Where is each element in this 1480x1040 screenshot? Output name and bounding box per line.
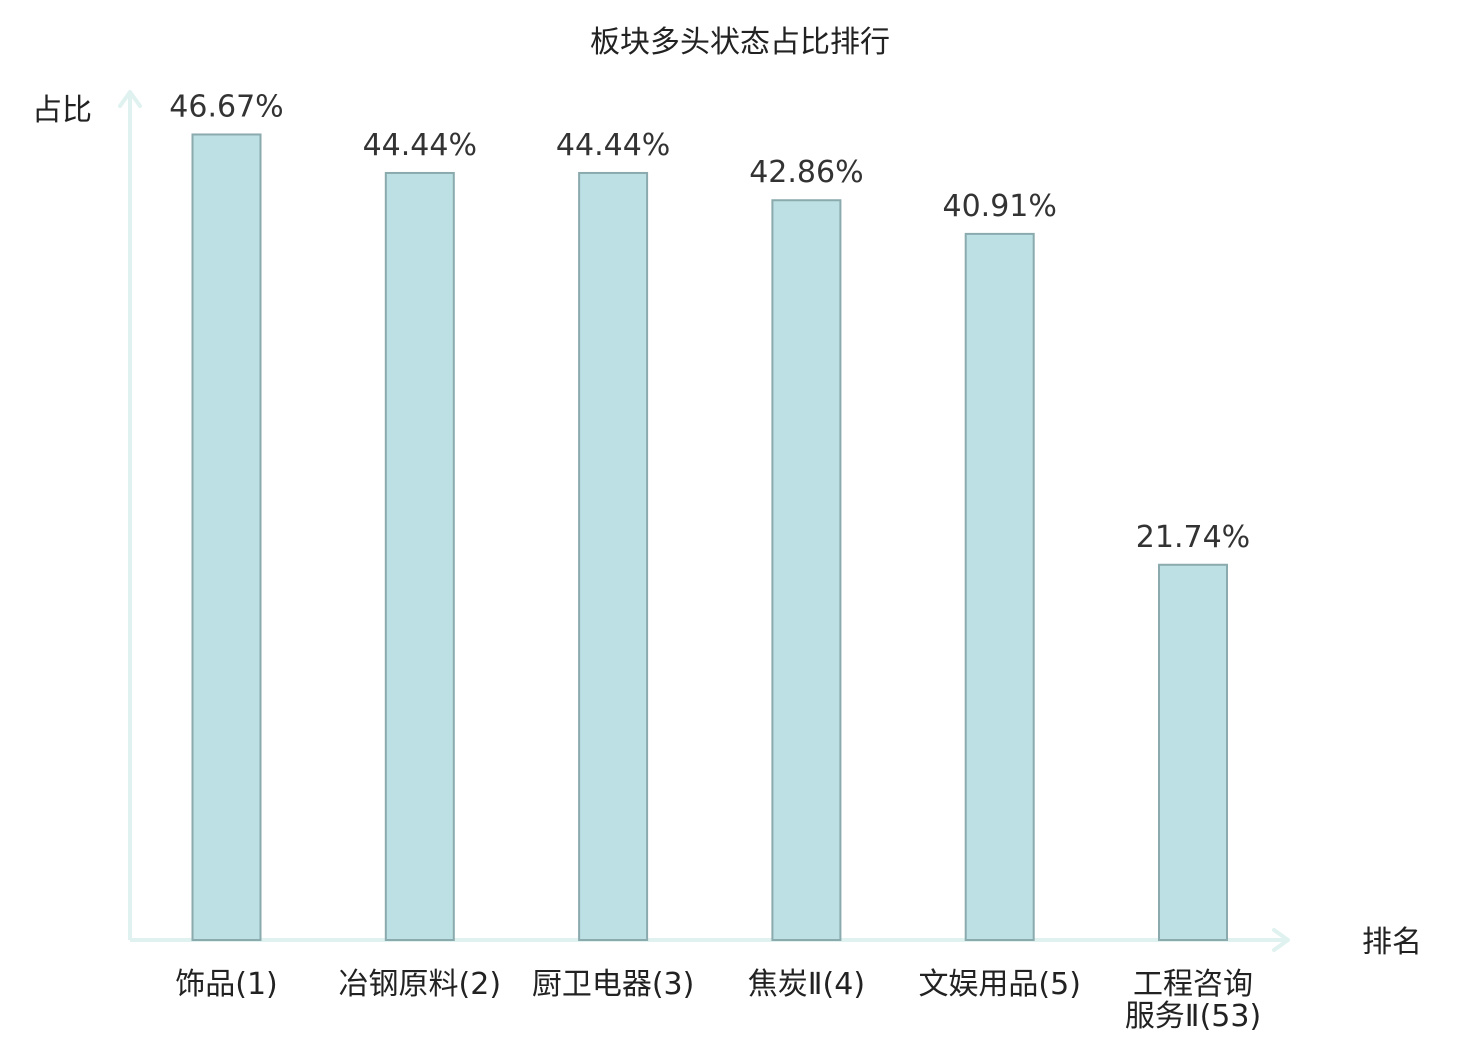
value-labels-group: 46.67% 44.44% 44.44% 42.86% 40.91% 21.74% (169, 89, 1250, 554)
category-tick-label: 焦炭Ⅱ(4) (748, 967, 865, 1002)
bar-value-label: 44.44% (556, 128, 670, 163)
category-tick-label: 厨卫电器(3) (532, 967, 695, 1002)
category-tick-label: 服务Ⅱ(53) (1125, 999, 1261, 1034)
y-axis-label: 占比 (32, 93, 92, 128)
bars-group (191, 133, 1228, 942)
bar (191, 133, 262, 941)
bar-value-label: 46.67% (169, 89, 283, 124)
bar (964, 232, 1035, 942)
bar (384, 171, 455, 942)
y-axis-arrow-icon (118, 90, 142, 108)
category-tick-label: 工程咨询 (1133, 967, 1253, 1002)
bar (771, 199, 842, 942)
bar (1158, 563, 1228, 941)
bar (578, 171, 649, 942)
category-tick-label: 饰品(1) (175, 967, 278, 1002)
bar-value-label: 44.44% (363, 128, 477, 163)
category-labels-group: 饰品(1) 冶钢原料(2) 厨卫电器(3) 焦炭Ⅱ(4) 文娱用品(5) 工程咨询服务Ⅱ(… (175, 967, 1261, 1034)
bar-value-label: 42.86% (749, 155, 863, 190)
x-axis-arrow-icon (1272, 928, 1290, 952)
bar-value-label: 21.74% (1136, 520, 1250, 555)
x-axis-label: 排名 (1362, 925, 1422, 960)
chart-title: 板块多头状态占比排行 (590, 25, 890, 60)
bar-value-label: 40.91% (943, 189, 1057, 224)
category-tick-label: 冶钢原料(2) (339, 967, 502, 1002)
axes (118, 90, 1290, 952)
category-tick-label: 文娱用品(5) (918, 967, 1081, 1002)
